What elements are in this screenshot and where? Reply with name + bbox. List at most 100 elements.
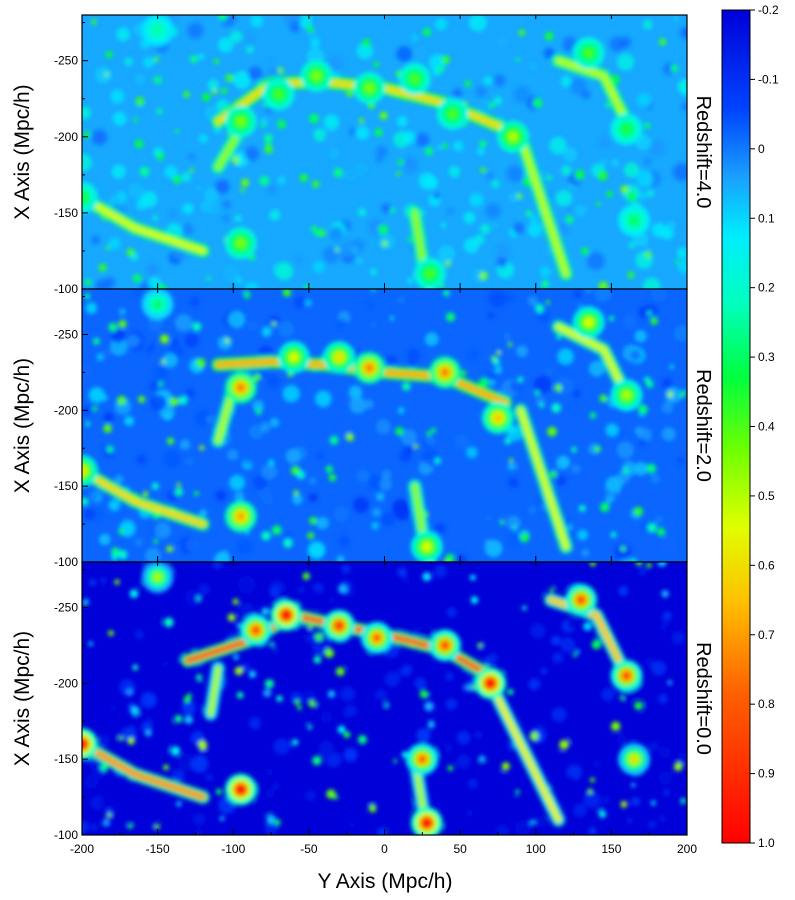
density-cell — [469, 790, 481, 802]
density-knot — [84, 278, 92, 286]
density-knot — [159, 334, 170, 344]
density-knot — [125, 688, 134, 697]
density-cell — [96, 353, 104, 361]
density-knot — [508, 458, 514, 463]
density-cell — [552, 572, 570, 590]
density-knot — [91, 19, 97, 25]
density-clump — [486, 679, 495, 688]
density-cell — [177, 753, 195, 771]
density-knot — [175, 800, 182, 807]
density-knot — [196, 674, 202, 681]
density-cell — [384, 355, 398, 369]
density-knot — [501, 762, 510, 771]
density-knot — [424, 147, 434, 156]
density-cell — [338, 535, 351, 548]
y-tick-label: -200 — [54, 403, 78, 417]
density-clump — [365, 363, 374, 372]
density-cell — [190, 755, 209, 773]
density-cell — [229, 474, 246, 491]
density-cell — [308, 589, 323, 604]
density-cell — [124, 58, 133, 66]
density-knot — [126, 248, 135, 257]
density-knot — [556, 334, 562, 340]
density-knot — [302, 572, 311, 580]
density-cell — [654, 515, 664, 524]
density-knot — [220, 87, 228, 95]
density-cell — [108, 499, 121, 511]
density-cell — [368, 475, 383, 490]
density-cell — [602, 796, 611, 804]
density-knot — [661, 590, 669, 598]
density-knot — [261, 531, 271, 541]
density-cell — [268, 459, 275, 467]
density-knot — [381, 240, 388, 247]
density-cell — [375, 492, 385, 502]
density-cell — [608, 735, 616, 742]
density-cell — [313, 128, 327, 142]
density-knot — [430, 427, 437, 434]
density-cell — [266, 184, 278, 195]
density-knot — [271, 321, 277, 327]
density-cell — [289, 21, 301, 33]
density-knot — [426, 430, 432, 436]
density-cell — [376, 696, 383, 704]
density-cell — [136, 581, 144, 588]
density-cell — [182, 203, 194, 215]
density-knot — [374, 128, 383, 137]
density-knot — [156, 108, 163, 115]
density-cell — [642, 277, 661, 289]
density-cell — [148, 317, 163, 332]
density-cell — [521, 707, 539, 725]
density-cell — [94, 66, 112, 84]
density-cell — [260, 422, 271, 433]
density-cell — [587, 252, 605, 270]
density-knot — [422, 27, 432, 37]
density-cell — [181, 700, 196, 715]
density-cell — [512, 222, 525, 235]
density-cell — [643, 728, 654, 739]
density-cell — [440, 222, 447, 229]
density-cell — [568, 727, 585, 745]
density-knot — [598, 281, 608, 289]
density-knot — [232, 156, 240, 165]
density-knot — [441, 55, 450, 64]
density-cell — [415, 133, 430, 147]
density-cell — [508, 477, 519, 488]
density-cell — [375, 419, 391, 435]
density-cell — [134, 630, 144, 640]
density-knot — [282, 289, 292, 297]
density-cell — [418, 462, 432, 476]
density-cell — [372, 508, 382, 517]
density-cell — [111, 164, 126, 179]
density-clump — [441, 368, 449, 377]
density-knot — [283, 538, 293, 548]
density-cell — [313, 601, 322, 610]
x-tick-label: 50 — [453, 842, 467, 856]
density-cell — [437, 245, 456, 263]
density-clump — [236, 785, 245, 794]
density-cell — [400, 429, 417, 446]
colorbar-tick-label: -0.2 — [758, 3, 779, 17]
density-clump — [153, 26, 162, 35]
density-knot — [227, 613, 236, 622]
density-knot — [201, 92, 211, 102]
density-knot — [647, 311, 652, 316]
density-cell — [527, 296, 538, 306]
density-knot — [163, 764, 169, 771]
density-knot — [572, 653, 577, 658]
density-cell — [253, 475, 268, 490]
density-cell — [527, 222, 543, 237]
density-knot — [169, 397, 179, 407]
density-cell — [185, 388, 195, 399]
density-cell — [271, 763, 288, 779]
density-knot — [517, 376, 524, 383]
density-cell — [315, 390, 332, 408]
density-cell — [637, 92, 652, 108]
density-cell — [530, 623, 546, 639]
density-knot — [589, 562, 596, 567]
density-knot — [225, 74, 234, 82]
density-cell — [269, 417, 280, 428]
density-cell — [567, 618, 578, 630]
density-cell — [189, 296, 200, 307]
filament-core — [555, 323, 630, 399]
